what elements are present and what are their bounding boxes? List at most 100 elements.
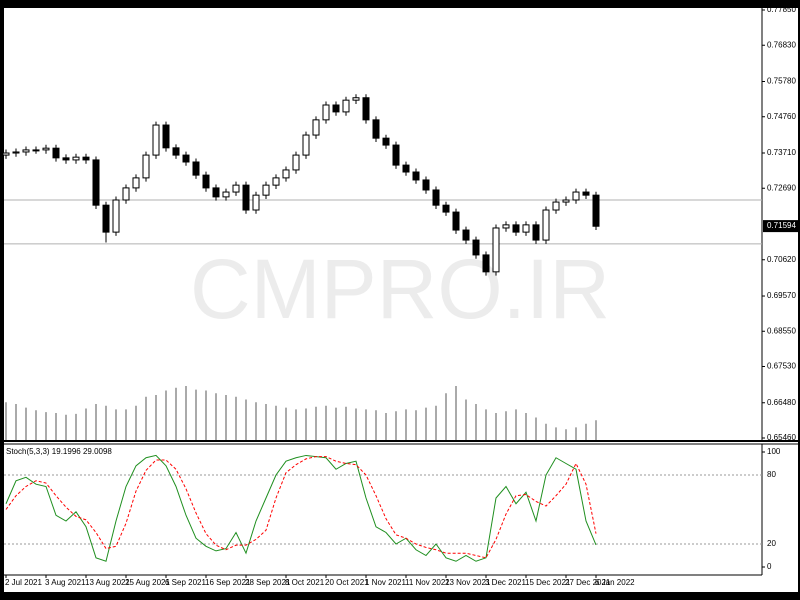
x-tick-label: 28 Sep 2021: [245, 578, 291, 587]
candle-body: [132, 177, 140, 189]
candle-body: [152, 124, 160, 156]
candle-body: [492, 227, 500, 273]
candle-body: [92, 159, 100, 206]
candle-body: [52, 147, 60, 159]
indicator-line: [5, 456, 597, 559]
candle-body: [182, 154, 190, 163]
x-tick-label: 13 Aug 2021: [85, 578, 130, 587]
candle-body: [192, 161, 200, 176]
candle-body: [242, 184, 250, 211]
candle-body: [512, 224, 520, 233]
candle-body: [382, 137, 390, 146]
candle-body: [402, 164, 410, 173]
x-tick-label: 1 Nov 2021: [365, 578, 406, 587]
candle-body: [262, 184, 270, 196]
x-tick-label: 25 Aug 2021: [125, 578, 170, 587]
candle-body: [472, 239, 480, 256]
x-tick-label: 3 Aug 2021: [45, 578, 86, 587]
candle-body: [322, 104, 330, 121]
candle-body: [352, 97, 360, 101]
y-tick-label: 0.77850: [767, 5, 796, 14]
candle-body: [342, 99, 350, 113]
y-tick-label: 0.75780: [767, 77, 796, 86]
candle-body: [522, 224, 530, 233]
candle-body: [302, 134, 310, 156]
y-tick-label: 0.69570: [767, 291, 796, 300]
candle-body: [412, 171, 420, 181]
indicator-tick-label: 100: [767, 447, 781, 456]
candle-body: [292, 154, 300, 171]
candle-body: [532, 224, 540, 241]
x-tick-label: 11 Nov 2021: [405, 578, 450, 587]
y-tick-label: 0.66480: [767, 398, 796, 407]
x-tick-label: 6 Jan 2022: [595, 578, 635, 587]
x-tick-label: 8 Oct 2021: [285, 578, 325, 587]
candle-body: [282, 169, 290, 179]
y-tick-label: 0.70620: [767, 255, 796, 264]
x-tick-label: 2 Jul 2021: [5, 578, 42, 587]
x-tick-label: 23 Nov 2021: [445, 578, 491, 587]
candle-body: [122, 187, 130, 201]
candle-body: [372, 119, 380, 139]
indicator-line: [5, 454, 597, 562]
candle-body: [442, 204, 450, 213]
y-tick-label: 0.74760: [767, 112, 796, 121]
candle-body: [552, 201, 560, 211]
x-tick-label: 27 Dec 2021: [565, 578, 611, 587]
x-tick-label: 3 Dec 2021: [485, 578, 526, 587]
candle-body: [422, 179, 430, 191]
x-tick-label: 20 Oct 2021: [325, 578, 369, 587]
candle-body: [362, 97, 370, 121]
x-tick-label: 16 Sep 2021: [205, 578, 251, 587]
chart-area: [4, 8, 798, 592]
candle-body: [452, 211, 460, 231]
candle-body: [462, 229, 470, 241]
x-tick-label: 15 Dec 2021: [525, 578, 571, 587]
candle-body: [162, 124, 170, 149]
candle-body: [562, 199, 570, 203]
last-price-box: [763, 220, 798, 233]
candle-body: [62, 157, 70, 161]
candle-body: [392, 144, 400, 166]
candle-body: [82, 156, 90, 161]
candle-body: [542, 209, 550, 241]
candle-body: [102, 204, 110, 233]
candle-body: [222, 191, 230, 198]
y-tick-label: 0.68550: [767, 326, 796, 335]
y-tick-label: 0.67530: [767, 362, 796, 371]
candle-body: [582, 191, 590, 196]
candle-body: [272, 177, 280, 186]
candle-body: [142, 154, 150, 179]
candle-body: [2, 152, 10, 156]
candle-body: [72, 156, 80, 161]
candle-body: [312, 119, 320, 136]
y-tick-label: 0.73710: [767, 148, 796, 157]
y-tick-label: 0.72690: [767, 183, 796, 192]
y-tick-label: 0.65460: [767, 433, 796, 442]
candle-body: [12, 151, 20, 154]
candle-body: [22, 149, 30, 153]
candle-body: [572, 191, 580, 201]
last-price-label: 0.71594: [767, 221, 796, 230]
y-tick-label: 0.76830: [767, 40, 796, 49]
indicator-tick-label: 0: [767, 562, 772, 571]
indicator-tick-label: 20: [767, 539, 776, 548]
candle-body: [232, 184, 240, 193]
candle-body: [202, 174, 210, 189]
candle-body: [32, 149, 40, 152]
candle-body: [432, 189, 440, 206]
watermark: CMPRO.IR: [190, 242, 610, 336]
indicator-tick-label: 80: [767, 470, 776, 479]
candle-body: [252, 194, 260, 211]
candle-body: [112, 199, 120, 233]
candle-body: [592, 194, 600, 227]
candle-body: [482, 254, 490, 273]
candle-body: [502, 224, 510, 229]
candle-body: [172, 147, 180, 156]
candle-body: [42, 147, 50, 151]
indicator-title: Stoch(5,3,3) 19.1996 29.0098: [6, 447, 112, 456]
x-tick-label: 6 Sep 2021: [165, 578, 206, 587]
candle-body: [332, 104, 340, 113]
